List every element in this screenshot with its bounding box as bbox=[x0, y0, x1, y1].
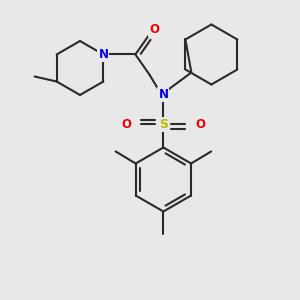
Text: O: O bbox=[149, 23, 159, 36]
Text: N: N bbox=[98, 48, 108, 61]
Text: S: S bbox=[159, 118, 168, 131]
Text: O: O bbox=[122, 118, 131, 131]
Text: N: N bbox=[158, 88, 168, 101]
Text: N: N bbox=[158, 88, 168, 101]
Text: O: O bbox=[149, 23, 159, 36]
Text: O: O bbox=[195, 118, 206, 131]
Text: S: S bbox=[159, 118, 168, 131]
Text: O: O bbox=[122, 118, 131, 131]
Text: N: N bbox=[98, 48, 108, 61]
Text: O: O bbox=[195, 118, 206, 131]
